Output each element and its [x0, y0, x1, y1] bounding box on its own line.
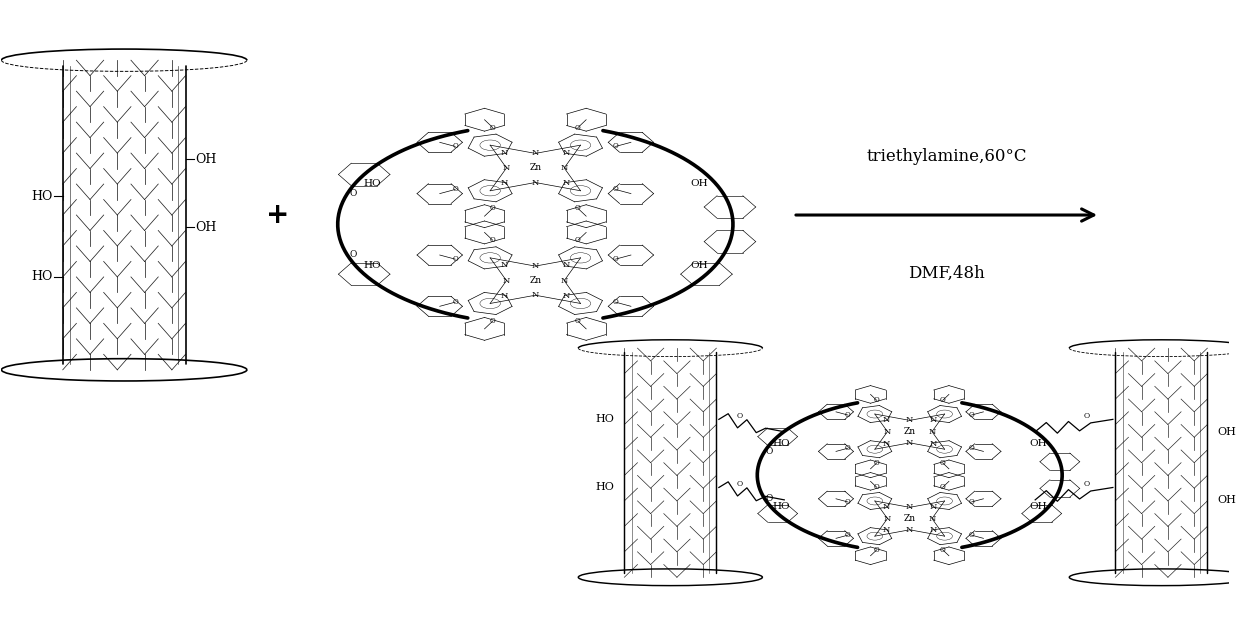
Text: N: N	[883, 526, 890, 534]
Text: N: N	[930, 440, 937, 448]
Text: O: O	[453, 298, 458, 306]
Text: OH: OH	[689, 261, 708, 270]
Text: HO: HO	[773, 503, 790, 511]
Text: Zn: Zn	[904, 514, 916, 523]
Text: N: N	[883, 415, 890, 424]
Text: DMF,48h: DMF,48h	[908, 264, 985, 282]
Text: O: O	[844, 498, 851, 506]
Text: N: N	[930, 503, 937, 511]
Text: O: O	[613, 142, 619, 151]
Text: N: N	[532, 291, 539, 299]
Text: OH: OH	[1218, 427, 1236, 437]
Text: O: O	[968, 411, 975, 419]
Text: N: N	[884, 427, 892, 435]
Text: O: O	[490, 236, 496, 244]
Text: O: O	[613, 298, 619, 306]
Text: OH: OH	[196, 153, 217, 166]
Text: O: O	[968, 531, 975, 539]
Text: O: O	[453, 142, 458, 151]
Text: HO: HO	[595, 483, 615, 493]
Text: N: N	[930, 526, 937, 534]
Text: N: N	[501, 292, 508, 300]
Text: O: O	[737, 480, 743, 488]
Text: N: N	[929, 427, 936, 435]
Text: N: N	[532, 179, 539, 187]
Text: O: O	[765, 494, 773, 503]
Text: O: O	[350, 250, 356, 259]
Text: N: N	[906, 526, 914, 534]
Text: N: N	[562, 292, 569, 300]
Text: O: O	[874, 459, 879, 466]
Text: Zn: Zn	[904, 427, 916, 436]
Text: O: O	[613, 255, 619, 263]
Text: O: O	[940, 483, 945, 491]
Text: O: O	[874, 483, 879, 491]
Text: HO: HO	[31, 190, 53, 203]
Text: O: O	[844, 531, 851, 539]
Text: O: O	[575, 124, 580, 131]
Text: HO: HO	[773, 439, 790, 448]
Text: O: O	[940, 459, 945, 466]
Text: OH: OH	[1218, 495, 1236, 505]
Text: N: N	[501, 261, 508, 269]
Text: O: O	[575, 236, 580, 244]
Text: O: O	[940, 545, 945, 554]
Text: N: N	[560, 164, 568, 172]
Text: N: N	[532, 149, 539, 157]
Text: OH: OH	[689, 179, 708, 188]
Text: HO: HO	[363, 179, 381, 188]
Text: O: O	[350, 190, 356, 198]
Text: OH: OH	[1029, 439, 1047, 448]
Text: N: N	[502, 164, 510, 172]
Text: N: N	[884, 514, 892, 522]
Text: O: O	[968, 498, 975, 506]
Text: N: N	[501, 179, 508, 187]
Text: O: O	[490, 124, 496, 131]
Text: O: O	[613, 185, 619, 193]
Text: N: N	[906, 416, 914, 424]
Text: N: N	[532, 262, 539, 270]
Text: O: O	[1084, 412, 1090, 420]
Text: N: N	[502, 277, 510, 285]
Text: O: O	[453, 185, 458, 193]
Text: O: O	[968, 444, 975, 452]
Text: N: N	[883, 440, 890, 448]
Text: O: O	[490, 317, 496, 325]
Text: O: O	[874, 396, 879, 404]
Text: N: N	[562, 179, 569, 187]
Text: N: N	[929, 514, 936, 522]
Text: N: N	[562, 149, 569, 157]
Text: O: O	[844, 411, 851, 419]
Text: O: O	[737, 412, 743, 420]
Text: O: O	[765, 447, 773, 456]
Text: N: N	[906, 503, 914, 511]
Text: O: O	[575, 205, 580, 212]
Text: HO: HO	[595, 414, 615, 424]
Text: N: N	[906, 439, 914, 447]
Text: Zn: Zn	[529, 276, 542, 285]
Text: N: N	[562, 261, 569, 269]
Text: O: O	[1084, 480, 1090, 488]
Text: triethylamine,60°C: triethylamine,60°C	[867, 149, 1027, 165]
Text: Zn: Zn	[529, 164, 542, 172]
Text: N: N	[501, 149, 508, 157]
Text: HO: HO	[363, 261, 381, 270]
Text: O: O	[940, 396, 945, 404]
Text: O: O	[490, 205, 496, 212]
Text: OH: OH	[196, 221, 217, 234]
Text: N: N	[930, 415, 937, 424]
Text: +: +	[265, 201, 289, 229]
Text: O: O	[874, 545, 879, 554]
Text: O: O	[453, 255, 458, 263]
Text: N: N	[883, 503, 890, 511]
Text: OH: OH	[1029, 503, 1047, 511]
Text: O: O	[575, 317, 580, 325]
Text: O: O	[844, 444, 851, 452]
Text: N: N	[560, 277, 568, 285]
Text: HO: HO	[31, 271, 53, 284]
